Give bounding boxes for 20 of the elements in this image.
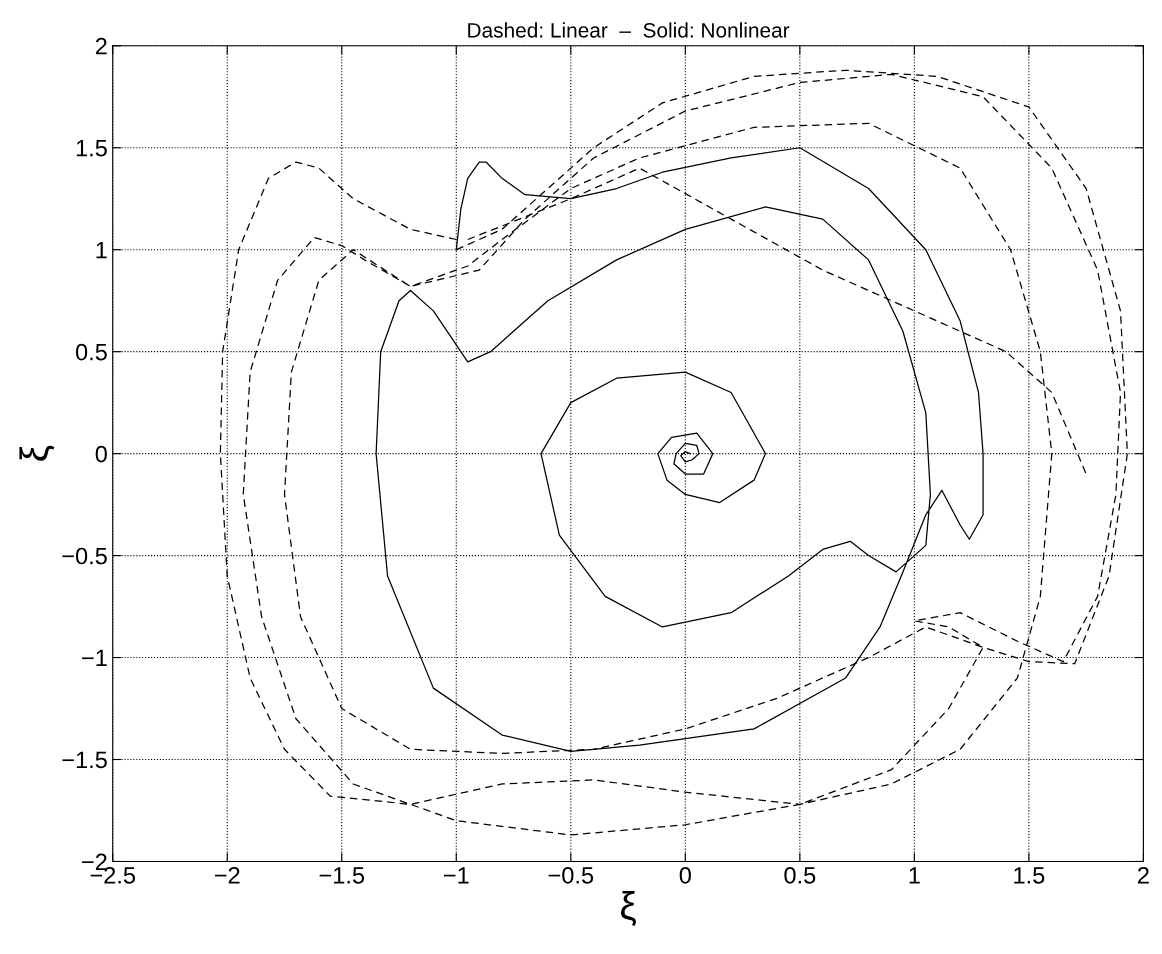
x-tick-label: −1.5 <box>319 867 365 884</box>
x-tick-label: −0.5 <box>548 866 594 884</box>
x-axis-title: ξ <box>620 891 636 926</box>
y-tick-label: −0.5 <box>62 547 107 565</box>
y-tick-label: −1 <box>82 649 107 667</box>
y-tick-label: 1.5 <box>76 140 107 157</box>
y-axis-title: ξ <box>19 445 55 461</box>
y-tick-label: 0 <box>95 445 107 463</box>
x-tick-label: −1 <box>443 867 469 884</box>
x-tick-label: 0.5 <box>784 866 816 884</box>
y-tick-label: 2 <box>95 37 107 55</box>
x-tick-label: 2 <box>1138 866 1149 884</box>
x-tick-label: 0 <box>679 866 691 884</box>
y-tick-label: 0.5 <box>75 343 107 361</box>
x-tick-label: 1 <box>909 867 920 884</box>
y-tick-label: −1.5 <box>62 751 107 769</box>
y-tick-label: 1 <box>96 242 107 259</box>
x-tick-label: −2 <box>214 866 240 884</box>
x-tick-label: 1.5 <box>1014 867 1045 884</box>
chart-title: Dashed: Linear – Solid: Nonlinear <box>468 22 790 38</box>
